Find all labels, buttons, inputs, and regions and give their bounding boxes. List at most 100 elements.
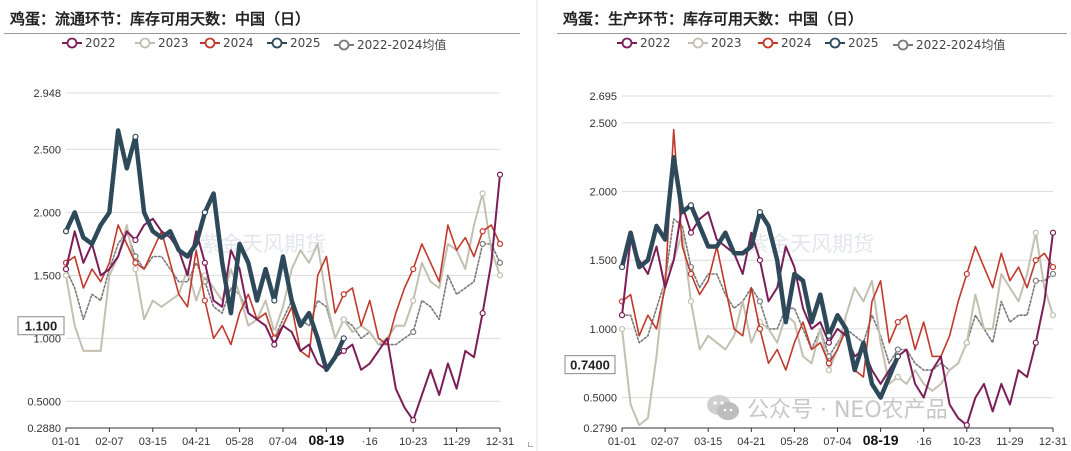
data-point-y2022 [825, 339, 832, 346]
legend-item[interactable]: 2025 [267, 36, 321, 50]
legend-item[interactable]: 2023 [688, 36, 742, 50]
data-point-y2022 [410, 417, 417, 424]
x-tick-label: 01-01 [608, 436, 636, 448]
legend-item[interactable]: 2022 [617, 36, 671, 50]
data-point-y2024 [496, 240, 504, 247]
brand-text: 公众号 · NEO农产品 [747, 398, 948, 423]
data-point-y2022 [963, 422, 970, 429]
legend-swatch-marker [66, 37, 78, 49]
data-point-y2024 [756, 325, 764, 333]
x-tick-label: 12-31 [1039, 436, 1067, 448]
legend-swatch [688, 37, 708, 49]
data-point-y2025 [894, 353, 901, 360]
x-tick-label: 03-15 [694, 436, 722, 448]
data-point-y2024 [687, 270, 695, 278]
chart-title: 鸡蛋：生产环节：库存可用天数：中国（日） [563, 10, 864, 28]
data-point-y2022 [62, 265, 70, 273]
data-point-y2024 [479, 228, 486, 235]
legend-item[interactable]: 2025 [825, 36, 879, 50]
x-tick-label: 11-29 [443, 436, 470, 448]
data-point-y2023 [687, 298, 695, 305]
data-point-y2025 [201, 209, 208, 216]
data-point-y2025 [825, 332, 832, 339]
data-point-y2024 [1032, 257, 1039, 264]
data-point-avg [756, 298, 764, 305]
legend-label: 2023 [711, 36, 742, 50]
data-point-y2022 [1049, 229, 1057, 236]
legend-label: 2022-2024均值 [357, 38, 447, 52]
data-point-y2024 [963, 270, 970, 278]
data-point-y2023 [618, 325, 626, 333]
data-point-y2025 [618, 263, 626, 271]
x-tick-label: 08-19 [863, 432, 899, 448]
legend-label: 2022 [85, 36, 116, 50]
data-point-y2024 [1049, 263, 1057, 271]
data-point-y2024 [132, 259, 139, 266]
data-point-y2023 [496, 272, 504, 279]
y-tick-label: 2.000 [33, 207, 61, 219]
chart-title: 鸡蛋：流通环节：库存可用天数：中国（日） [10, 10, 311, 28]
legend-item[interactable]: 2022-2024均值 [334, 36, 446, 53]
legend-item[interactable]: 2023 [135, 36, 189, 50]
data-point-y2025 [132, 133, 139, 140]
data-point-y2023 [410, 297, 417, 304]
data-point-y2023 [340, 316, 347, 323]
x-tick-label: ·16 [916, 436, 932, 448]
legend-swatch-marker [829, 37, 841, 49]
x-tick-label: 12-31 [486, 436, 514, 448]
line-chart-production: 2.695 2.500 2.000 1.500 1.000 0.5000 0.279001-… [564, 91, 1067, 448]
data-point-avg [894, 346, 901, 353]
y-tick-label: 1.000 [589, 324, 617, 336]
chart-panel-distribution: 鸡蛋：流通环节：库存可用天数：中国（日） 2022 2023 2024 2025 202… [0, 0, 524, 451]
y-tick-label: 2.948 [33, 88, 61, 100]
x-tick-label: 02-07 [651, 436, 679, 448]
legend-swatch-marker [338, 39, 350, 50]
y-tick-label: 1.000 [33, 333, 61, 345]
data-point-y2025 [62, 228, 70, 235]
data-point-avg [1032, 277, 1039, 284]
data-point-y2022 [340, 347, 347, 355]
data-point-y2025 [340, 335, 347, 342]
x-tick-label: 07-04 [823, 436, 851, 448]
data-point-y2025 [756, 209, 764, 216]
data-point-y2023 [825, 367, 832, 374]
series-line-y2025 [63, 128, 347, 373]
data-point-y2023 [1049, 312, 1057, 319]
x-tick-label: 01-01 [52, 436, 80, 448]
data-point-y2023 [963, 339, 970, 346]
data-point-y2023 [1032, 229, 1039, 236]
legend-swatch [62, 37, 82, 49]
legend-label: 2025 [290, 36, 321, 50]
line-chart-distribution: 2.948 2.500 2.000 1.500 1.000 0.5000 0.288001-… [17, 88, 514, 448]
data-point-y2023 [62, 272, 70, 279]
legend-swatch-marker [897, 39, 909, 50]
legend-label: 2023 [158, 36, 189, 50]
legend-item[interactable]: 2022 [62, 36, 116, 50]
data-point-y2022 [756, 257, 764, 264]
data-point-avg [479, 240, 486, 247]
legend-swatch-marker [271, 37, 283, 49]
resize-corner-mark [528, 442, 533, 447]
current-value-label: 0.7400 [570, 358, 610, 373]
data-point-y2023 [132, 265, 139, 273]
y-tick-label: 0.5000 [583, 393, 617, 405]
wechat-icon [707, 395, 739, 420]
current-value-label: 1.100 [25, 319, 58, 334]
legend-swatch [758, 37, 778, 49]
panel-divider [536, 0, 538, 451]
legend-item[interactable]: 2024 [758, 36, 812, 50]
legend-swatch [200, 37, 220, 49]
data-point-y2024 [410, 265, 417, 273]
legend-label: 2024 [781, 36, 812, 50]
legend-swatch-marker [139, 37, 151, 49]
legend-swatch-marker [204, 37, 216, 49]
legend-swatch [334, 39, 354, 50]
legend-swatch [135, 37, 155, 49]
x-tick-label: 05-28 [780, 436, 808, 448]
legend-item[interactable]: 2022-2024均值 [893, 36, 1005, 53]
legend-item[interactable]: 2024 [200, 36, 254, 50]
series-line-y2023 [65, 192, 501, 352]
title-rule [557, 33, 1067, 34]
x-tick-label: 02-07 [95, 436, 123, 448]
data-point-y2024 [340, 291, 347, 298]
